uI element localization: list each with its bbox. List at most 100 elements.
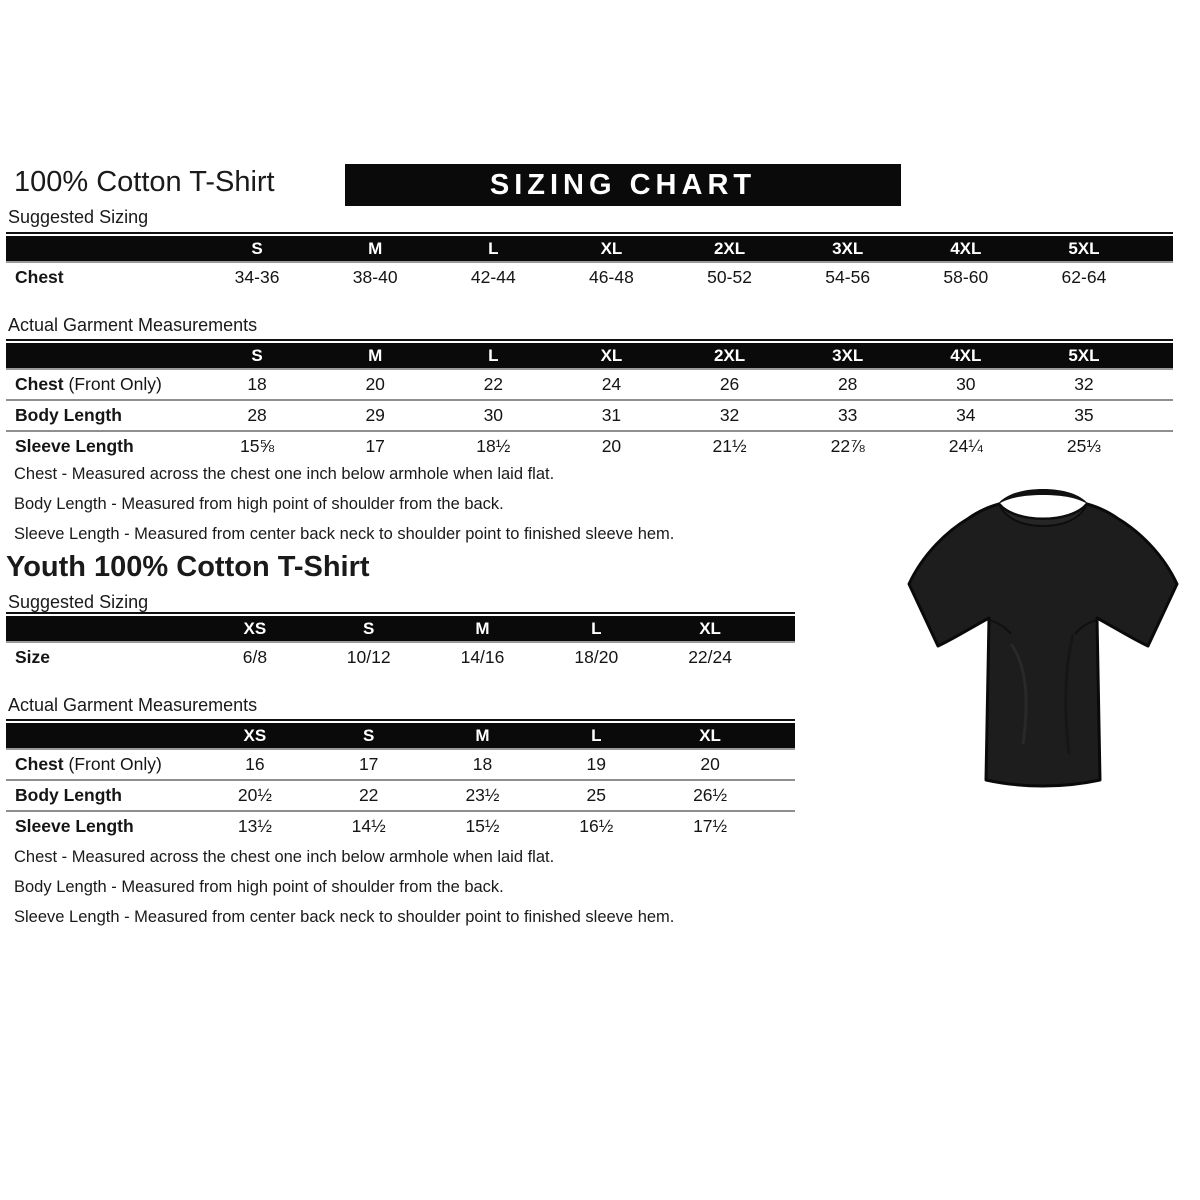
- measurement-cell: 28: [837, 374, 858, 394]
- size-column-header: M: [316, 343, 435, 369]
- youth-actual-measurements-table: XS S M L XL Chest (Front Only) 16 17 18 19 20 Body …: [6, 723, 795, 841]
- measurement-cell: 21½: [712, 436, 747, 456]
- size-column-header: XS: [198, 616, 312, 642]
- measurement-cell: 15⅝: [240, 436, 275, 456]
- measurement-cell: 20½: [237, 785, 272, 805]
- row-spacer-cell: [767, 811, 795, 841]
- row-spacer-cell: [767, 642, 795, 672]
- measurement-cell: 18/20: [574, 647, 619, 667]
- measurement-cell: 18: [472, 754, 493, 774]
- adult-title: 100% Cotton T-Shirt: [14, 166, 275, 198]
- measurement-cell: 32: [719, 405, 740, 425]
- adult-suggested-sizing-table: S M L XL 2XL 3XL 4XL 5XL Chest 34-36 38-40 42-44 46-…: [6, 236, 1173, 292]
- measurement-cell: 23½: [465, 785, 500, 805]
- measurement-row: Sleeve Length 15⅝ 17 18½ 20 21½ 22⅞ 24¼ 25⅓: [6, 431, 1173, 461]
- measurement-row: Chest (Front Only) 18 20 22 24 26 28 30 32: [6, 369, 1173, 400]
- note-line: Body Length - Measured from high point o…: [14, 878, 504, 896]
- measurement-cell: 17½: [693, 816, 728, 836]
- black-tshirt-icon: [907, 489, 1179, 788]
- size-column-header: XL: [653, 616, 767, 642]
- measurement-cell: 34-36: [234, 267, 280, 287]
- row-label: Chest: [15, 267, 64, 287]
- youth-actual-measurements-label: Actual Garment Measurements: [8, 695, 258, 715]
- note-line: Chest - Measured across the chest one in…: [14, 465, 555, 483]
- table-top-border: [6, 719, 795, 721]
- measurement-cell: 62-64: [1061, 267, 1107, 287]
- measurement-row: Body Length 20½ 22 23½ 25 26½: [6, 780, 795, 811]
- measurement-cell: 6/8: [242, 647, 268, 667]
- measurement-cell: 17: [358, 754, 379, 774]
- size-column-header: 4XL: [906, 236, 1025, 262]
- measurement-cell: 22: [358, 785, 379, 805]
- row-label: Chest (Front Only): [15, 754, 162, 774]
- row-label: Sleeve Length: [15, 816, 134, 836]
- measurement-cell: 13½: [237, 816, 272, 836]
- size-column-header: XS: [198, 723, 312, 749]
- measurement-cell: 10/12: [346, 647, 391, 667]
- measurement-cell: 19: [586, 754, 607, 774]
- measurement-cell: 25: [586, 785, 607, 805]
- size-column-header: M: [425, 616, 540, 642]
- measurement-cell: 16: [245, 754, 265, 774]
- size-column-header: S: [311, 616, 426, 642]
- measurement-cell: 15½: [465, 816, 500, 836]
- measurement-cell: 18½: [476, 436, 511, 456]
- adult-actual-measurements-table: S M L XL 2XL 3XL 4XL 5XL Chest (Front Only) 18 20 2…: [6, 343, 1173, 461]
- measurement-cell: 26: [719, 374, 740, 394]
- note-line: Sleeve Length - Measured from center bac…: [14, 525, 675, 543]
- measurement-cell: 58-60: [943, 267, 989, 287]
- size-column-header: 4XL: [906, 343, 1025, 369]
- measurement-row: Chest (Front Only) 16 17 18 19 20: [6, 749, 795, 780]
- size-column-header: L: [539, 723, 654, 749]
- measurement-cell: 42-44: [470, 267, 516, 287]
- measurement-row: Sleeve Length 13½ 14½ 15½ 16½ 17½: [6, 811, 795, 841]
- size-column-header: L: [539, 616, 654, 642]
- measurement-cell: 20: [365, 374, 385, 394]
- row-label: Body Length: [15, 785, 122, 805]
- size-header-row: XS S M L XL: [6, 616, 795, 642]
- row-label: Sleeve Length: [15, 436, 134, 456]
- row-label: Size: [15, 647, 51, 667]
- header-spacer-cell: [767, 723, 795, 749]
- measurement-cell: 26½: [693, 785, 728, 805]
- size-column-header: XL: [552, 343, 671, 369]
- youth-suggested-sizing-table-wrap: XS S M L XL Size 6/8 10/12 14/16 18/20 22/24: [6, 612, 795, 672]
- measurement-cell: 32: [1074, 374, 1094, 394]
- measurement-cell: 30: [483, 405, 504, 425]
- measurement-cell: 16½: [579, 816, 614, 836]
- header-spacer-cell: [1143, 343, 1173, 369]
- youth-measurement-notes: Chest - Measured across the chest one in…: [14, 842, 674, 932]
- measurement-cell: 54-56: [825, 267, 871, 287]
- size-column-header: XL: [552, 236, 671, 262]
- size-column-header: S: [198, 343, 317, 369]
- tshirt-product-image: [893, 474, 1193, 809]
- measurement-cell: 14/16: [460, 647, 505, 667]
- measurement-cell: 18: [247, 374, 267, 394]
- row-label: Chest (Front Only): [15, 374, 162, 394]
- measurement-cell: 14½: [351, 816, 386, 836]
- measurement-cell: 22⅞: [830, 436, 865, 456]
- header-spacer-cell: [767, 616, 795, 642]
- youth-suggested-sizing-table: XS S M L XL Size 6/8 10/12 14/16 18/20 22/24: [6, 616, 795, 672]
- size-column-header: S: [311, 723, 426, 749]
- header-spacer-cell: [6, 723, 198, 749]
- row-spacer-cell: [1143, 262, 1173, 292]
- adult-measurement-notes: Chest - Measured across the chest one in…: [14, 459, 674, 549]
- size-column-header: 3XL: [788, 236, 907, 262]
- youth-title: Youth 100% Cotton T-Shirt: [6, 551, 370, 583]
- measurement-cell: 35: [1074, 405, 1094, 425]
- row-label: Body Length: [15, 405, 122, 425]
- adult-suggested-sizing-label: Suggested Sizing: [8, 207, 149, 227]
- measurement-cell: 50-52: [707, 267, 752, 287]
- size-header-row: XS S M L XL: [6, 723, 795, 749]
- table-top-border: [6, 232, 1173, 234]
- measurement-cell: 34: [956, 405, 976, 425]
- size-column-header: 3XL: [788, 343, 907, 369]
- size-column-header: M: [316, 236, 435, 262]
- measurement-cell: 24: [601, 374, 622, 394]
- size-column-header: XL: [653, 723, 767, 749]
- measurement-cell: 24¼: [948, 436, 983, 456]
- sizing-chart-banner: SIZING CHART: [345, 164, 901, 206]
- measurement-cell: 28: [247, 405, 267, 425]
- note-line: Body Length - Measured from high point o…: [14, 495, 504, 513]
